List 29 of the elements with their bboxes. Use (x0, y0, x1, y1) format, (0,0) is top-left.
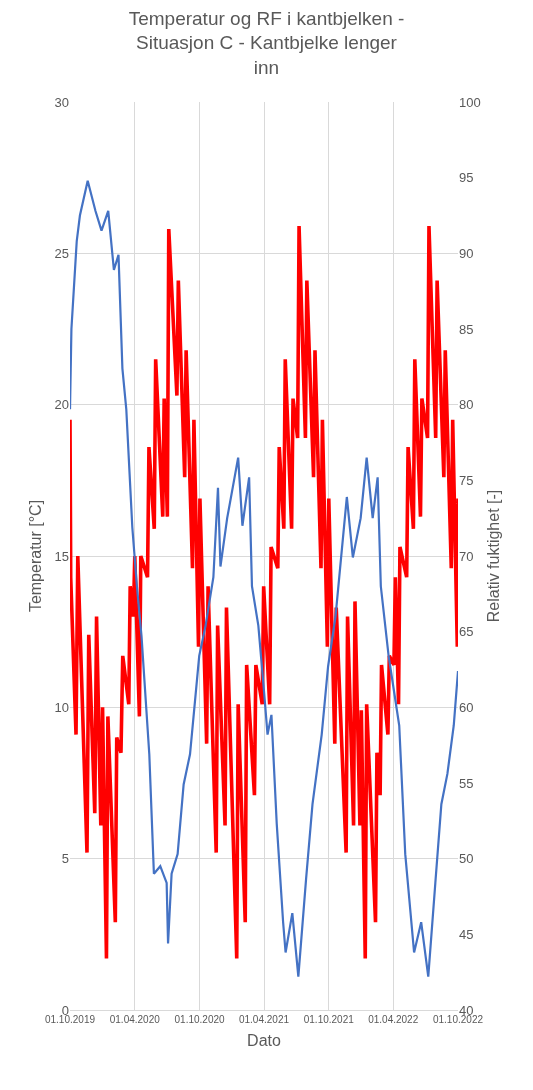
y2-tick-label: 70 (459, 548, 474, 564)
y-tick-label: 5 (61, 851, 69, 867)
x-axis-title: Dato (247, 1031, 281, 1049)
y2-tick-label: 85 (459, 321, 474, 337)
y2-tick-label: 50 (459, 851, 474, 867)
y-tick-label: 10 (54, 699, 69, 715)
y2-tick-label: 55 (459, 775, 474, 791)
y-tick-label: 30 (54, 94, 69, 110)
x-tick-label: 01.10.2019 (44, 1014, 96, 1025)
y2-tick-label: 95 (459, 170, 474, 186)
y2-axis-title: Relativ fuktighet [-] (485, 489, 503, 623)
x-tick-label: 01.10.2021 (303, 1014, 355, 1025)
x-tick-label: 01.10.2022 (432, 1014, 484, 1025)
x-tick-label: 01.04.2021 (238, 1014, 290, 1025)
y2-tick-label: 90 (459, 245, 474, 261)
x-tick-label: 01.10.2020 (174, 1014, 226, 1025)
x-tick-label: 01.04.2020 (109, 1014, 161, 1025)
y2-tick-label: 75 (459, 472, 474, 488)
y2-tick-label: 45 (459, 926, 474, 942)
y2-tick-label: 80 (459, 397, 474, 413)
y-axis-title: Temperatur [°C] (27, 499, 45, 613)
x-tick-label: 01.04.2022 (368, 1014, 419, 1025)
y2-tick-label: 60 (459, 699, 474, 715)
y2-tick-label: 65 (459, 624, 474, 640)
y-tick-label: 15 (54, 548, 69, 564)
y-tick-label: 25 (54, 245, 69, 261)
chart-title: Temperatur og RF i kantbjelken - Situasjon C - Kantbjelke lenger inn (128, 7, 405, 79)
y-tick-label: 20 (54, 397, 69, 413)
y2-tick-label: 100 (459, 94, 481, 110)
